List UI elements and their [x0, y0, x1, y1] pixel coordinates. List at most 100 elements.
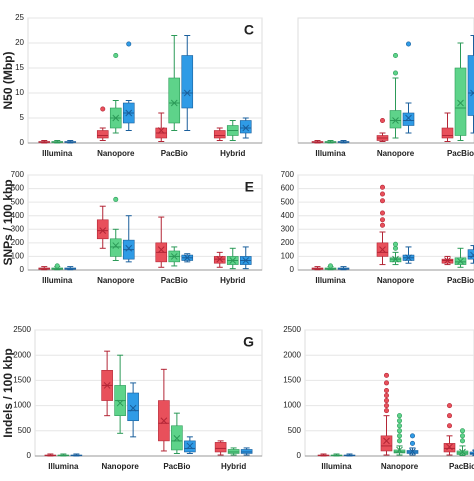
- panel: 0 500 1000 1500 2000 2500 Indels / 100 kbp G Ill…: [1, 325, 263, 471]
- box: [441, 127, 454, 139]
- panel-letter: C: [244, 22, 254, 38]
- outlier: [409, 433, 415, 439]
- mean-marker: [383, 437, 390, 445]
- box: [443, 443, 456, 453]
- y-tick-label: 15: [15, 63, 24, 72]
- y-tick-label: 100: [11, 252, 25, 261]
- plot-area: [34, 329, 263, 457]
- box: [380, 435, 393, 452]
- y-tick-label: 500: [11, 197, 25, 206]
- y-tick-label: 600: [281, 184, 295, 193]
- outlier: [446, 413, 452, 419]
- mean-marker: [186, 442, 194, 450]
- outlier: [459, 438, 465, 444]
- outlier: [383, 387, 389, 393]
- mean-marker: [170, 99, 178, 107]
- outlier: [383, 393, 389, 399]
- mean-marker: [183, 89, 191, 97]
- y-tick-label: 5: [20, 113, 25, 122]
- outlier: [379, 191, 385, 197]
- mean-marker: [160, 417, 168, 425]
- outlier: [392, 52, 398, 58]
- x-tick-label: Hybrid: [220, 276, 245, 285]
- box: [213, 130, 226, 139]
- y-tick-label: 500: [288, 426, 302, 435]
- box: [389, 110, 402, 129]
- box: [227, 449, 240, 454]
- y-tick-label: 2500: [283, 325, 301, 334]
- outlier: [126, 41, 132, 47]
- plot-area: [27, 17, 263, 144]
- mean-marker: [242, 257, 250, 264]
- box: [127, 392, 139, 422]
- box: [240, 449, 253, 454]
- x-tick-label: Illumina: [321, 462, 352, 471]
- mean-marker: [396, 446, 403, 454]
- outlier: [405, 41, 411, 47]
- outlier: [459, 433, 465, 439]
- x-tick-label: Nanopore: [377, 149, 415, 158]
- outlier: [392, 70, 398, 76]
- mean-marker: [216, 255, 224, 263]
- x-tick-label: PacBio: [447, 149, 474, 158]
- outlier: [383, 380, 389, 386]
- mean-marker: [125, 109, 133, 117]
- outlier: [379, 184, 385, 190]
- y-tick-label: 300: [11, 224, 25, 233]
- x-tick-label: Illumina: [315, 276, 346, 285]
- x-tick-label: PacBio: [161, 149, 188, 158]
- mean-marker: [229, 257, 237, 264]
- outlier: [379, 217, 385, 223]
- mean-marker: [112, 242, 120, 249]
- box: [109, 238, 122, 257]
- mean-marker: [116, 399, 124, 407]
- x-tick-label: PacBio: [447, 276, 474, 285]
- y-tick-label: 600: [11, 184, 25, 193]
- x-tick-label: Nanopore: [101, 462, 139, 471]
- outlier: [392, 245, 398, 251]
- mean-marker: [457, 257, 464, 265]
- x-tick-label: Illumina: [48, 462, 79, 471]
- mean-marker: [129, 404, 137, 412]
- x-tick-label: Nanopore: [377, 276, 415, 285]
- mean-marker: [99, 227, 107, 234]
- x-tick-label: Hybrid: [221, 462, 246, 471]
- x-tick-label: Nanopore: [97, 149, 135, 158]
- y-tick-label: 200: [11, 238, 25, 247]
- panel-letter: E: [245, 179, 254, 195]
- box: [168, 77, 181, 124]
- mean-marker: [173, 435, 181, 442]
- outlier: [383, 403, 389, 409]
- outlier: [54, 263, 60, 269]
- x-tick-label: Nanopore: [381, 462, 419, 471]
- y-tick-label: 700: [11, 170, 25, 179]
- y-tick-label: 1500: [13, 376, 31, 385]
- y-tick-label: 2500: [13, 325, 31, 334]
- y-tick-label: 0: [20, 138, 25, 147]
- outlier: [396, 433, 402, 439]
- outlier: [392, 241, 398, 247]
- y-tick-label: 0: [297, 451, 302, 460]
- panel: 0 100 200 300 400 500 600 700 Illumina Nanopore Pa…: [281, 170, 474, 285]
- panel-letter: G: [243, 334, 254, 350]
- y-tick-label: 20: [15, 38, 24, 47]
- mean-marker: [392, 255, 399, 263]
- x-tick-label: PacBio: [449, 462, 474, 471]
- y-tick-label: 10: [15, 88, 24, 97]
- outlier: [327, 263, 333, 269]
- y-axis-label: Indels / 100 kbp: [1, 348, 15, 437]
- x-tick-label: Hybrid: [220, 149, 245, 158]
- y-tick-label: 300: [281, 224, 295, 233]
- y-tick-label: 400: [11, 211, 25, 220]
- outlier: [379, 198, 385, 204]
- mean-marker: [446, 443, 453, 451]
- panel: 0 500 1000 1500 2000 2500 Illumina Nanopore PacB…: [283, 325, 474, 471]
- y-axis-label: N50 (Mbp): [1, 52, 15, 110]
- box: [96, 219, 109, 240]
- y-tick-label: 500: [281, 197, 295, 206]
- y-tick-label: 1500: [283, 376, 301, 385]
- y-tick-label: 1000: [283, 401, 301, 410]
- mean-marker: [242, 124, 250, 132]
- outlier: [383, 398, 389, 404]
- y-tick-label: 200: [281, 238, 295, 247]
